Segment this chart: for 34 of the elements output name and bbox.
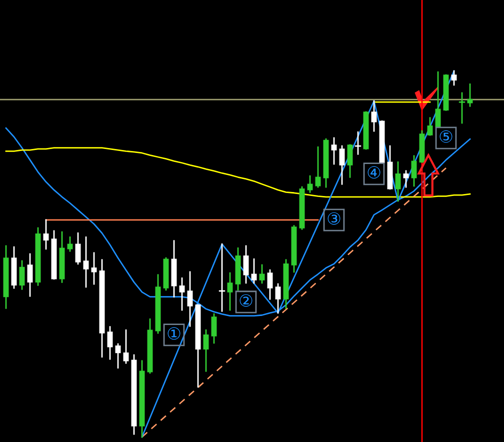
- candlestick: [307, 175, 313, 193]
- candlestick: [27, 253, 33, 297]
- candlestick: [395, 161, 401, 202]
- annotation: ②: [240, 294, 252, 307]
- candlestick: [331, 137, 337, 165]
- candlestick: [315, 146, 321, 188]
- candlestick: [43, 219, 49, 250]
- annotation: ⑤: [440, 130, 452, 143]
- candlestick: [371, 100, 377, 132]
- candlestick: [19, 260, 25, 290]
- candlestick: [179, 277, 185, 311]
- candlestick: [187, 271, 193, 327]
- candlestick: [227, 272, 233, 311]
- candlestick: [83, 236, 89, 288]
- annotation: ①: [168, 327, 180, 340]
- candlestick: [203, 329, 209, 372]
- candlestick: [251, 258, 257, 284]
- candlestick: [451, 70, 457, 86]
- candlestick: [259, 264, 265, 284]
- candlestick: [339, 145, 345, 185]
- candlestick: [75, 232, 81, 265]
- candlestick: [427, 117, 433, 136]
- candlestick: [211, 313, 217, 344]
- candlestick: [347, 144, 353, 178]
- candlestick: [115, 343, 121, 369]
- candlestick: [267, 269, 273, 300]
- candlestick: [91, 252, 97, 285]
- annotation: ④: [368, 166, 380, 179]
- candlestick: [243, 245, 249, 284]
- candlestick: [107, 326, 113, 360]
- annotation: ③: [328, 212, 340, 225]
- candlestick: [411, 155, 417, 187]
- candlestick: [275, 283, 281, 314]
- candlestick: [458, 92, 466, 124]
